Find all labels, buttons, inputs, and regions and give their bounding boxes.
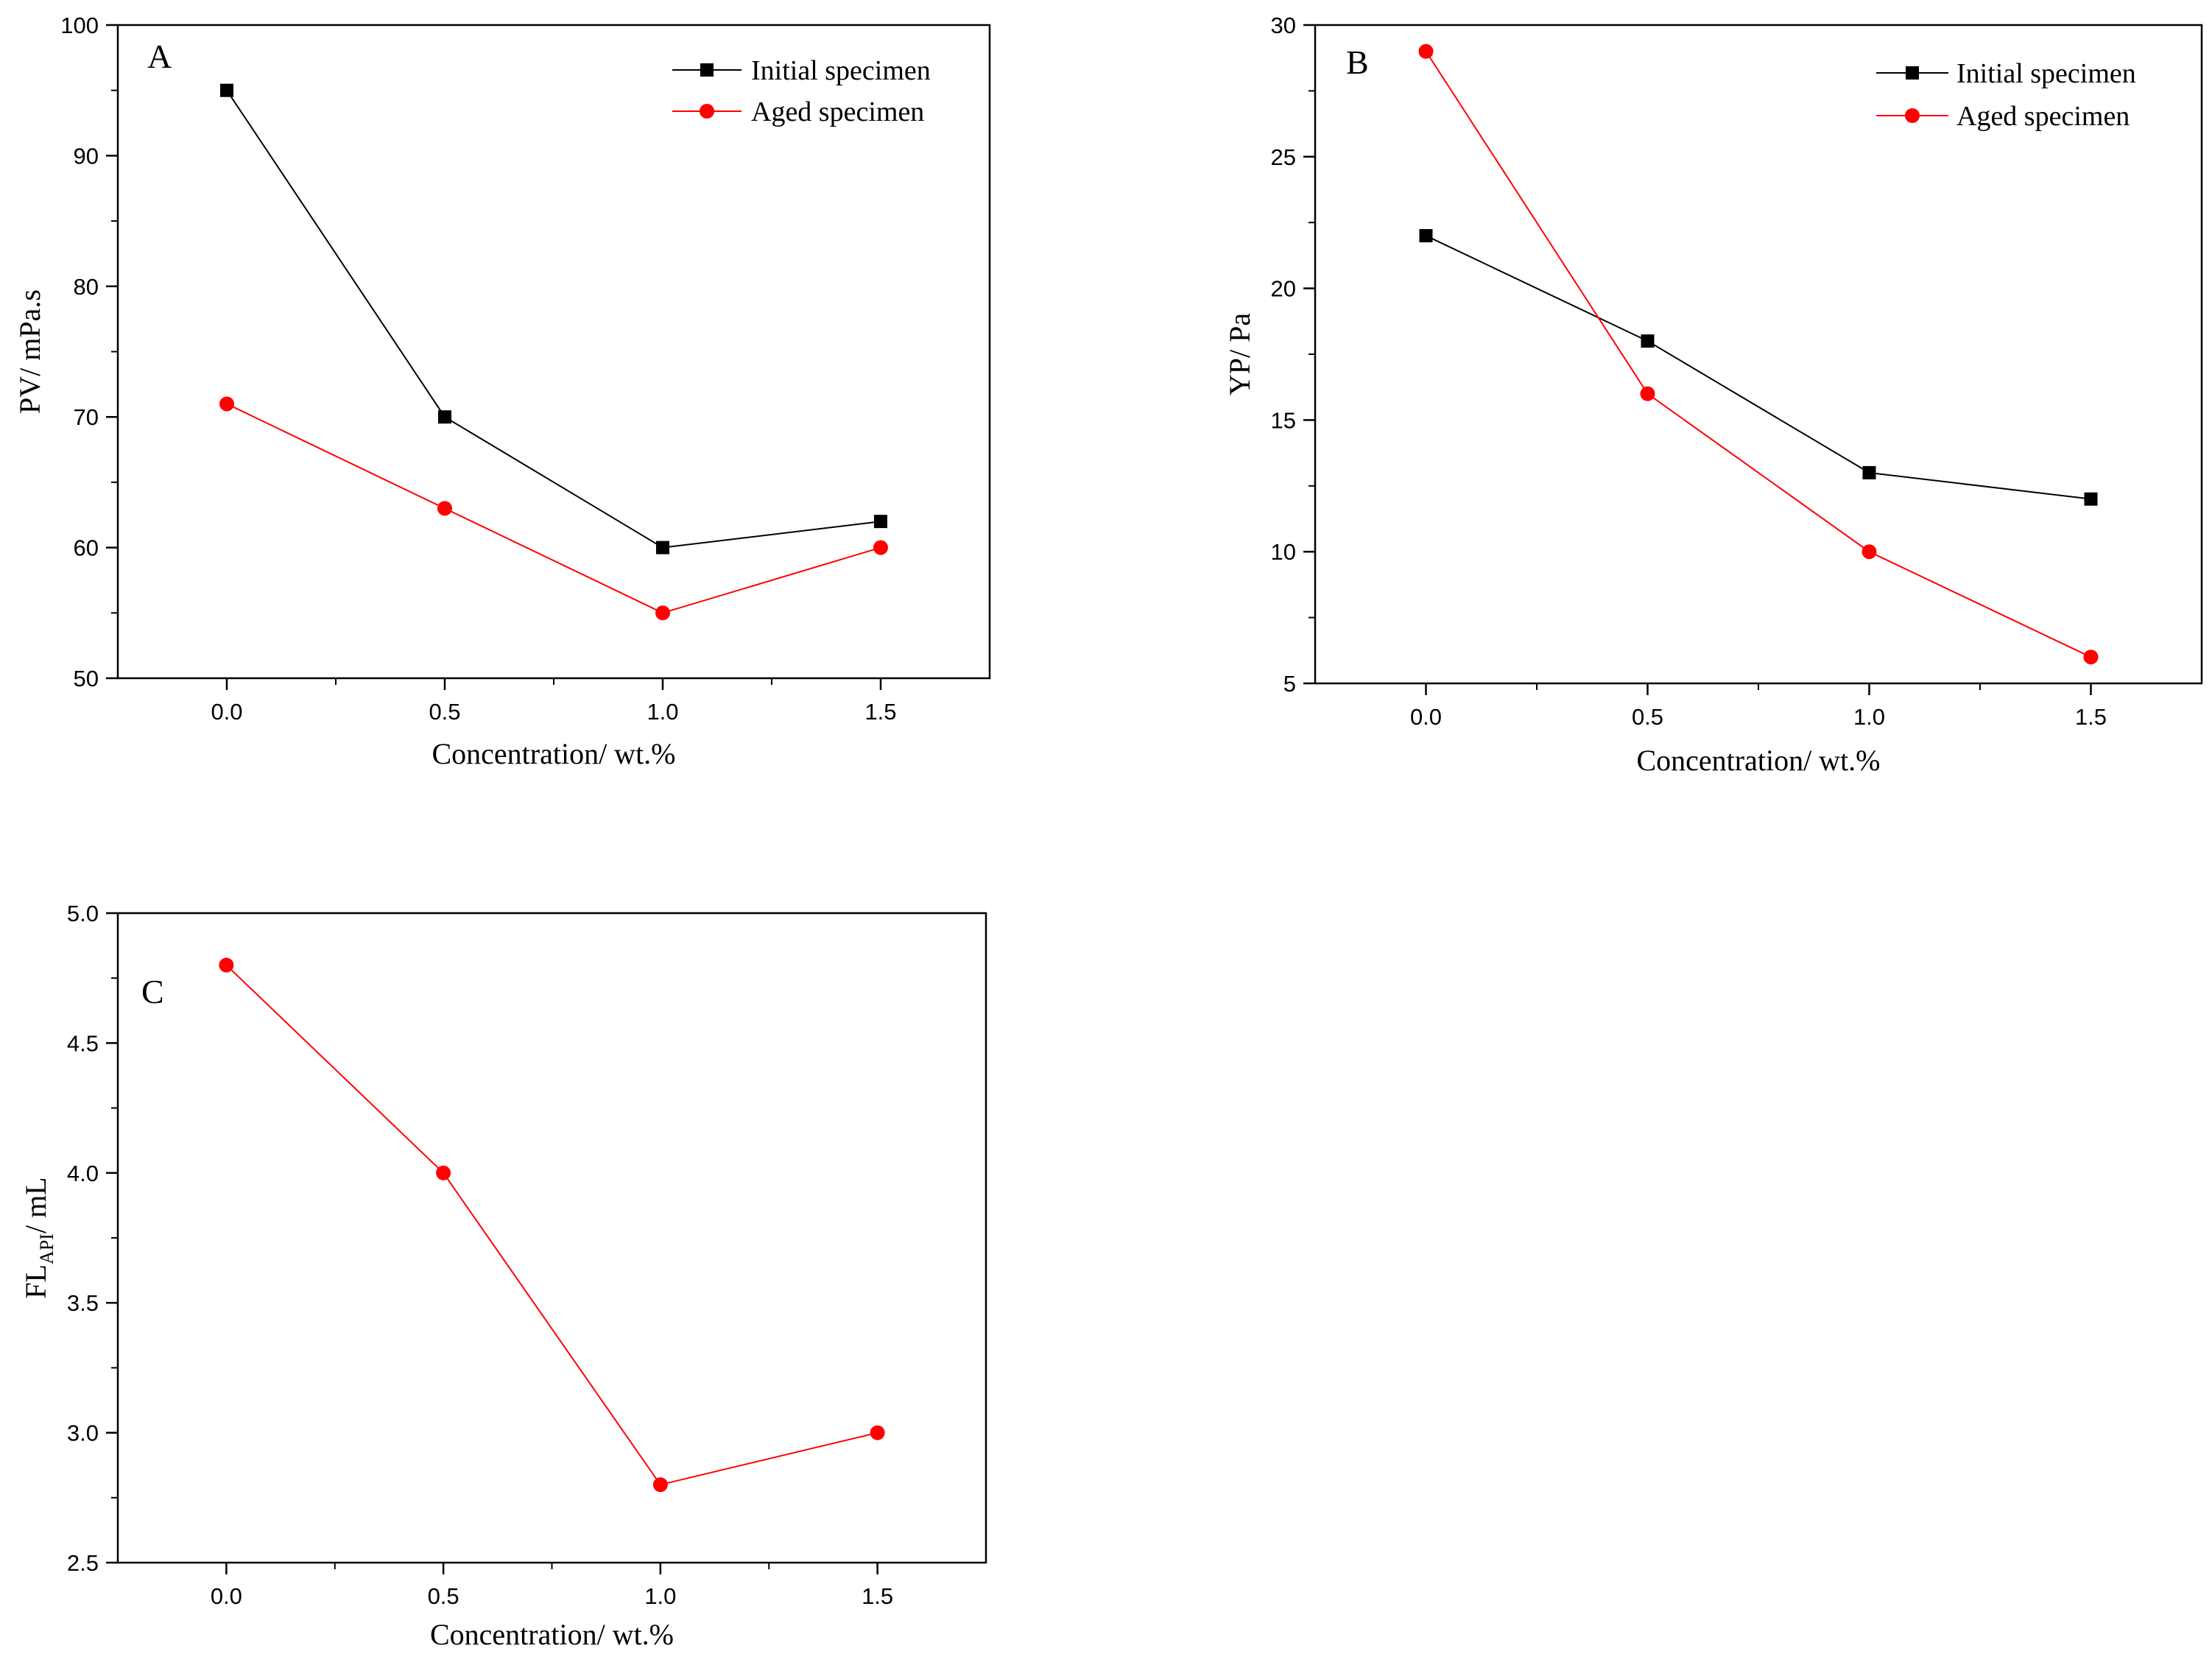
data-point-circle — [652, 1477, 668, 1493]
x-tick-label: 1.5 — [862, 1583, 893, 1609]
legend-label: Initial specimen — [1956, 58, 2136, 89]
y-tick-label: 50 — [74, 666, 99, 691]
legend-label: Initial specimen — [751, 55, 931, 86]
x-axis-title-c: Concentration/ wt.% — [430, 1618, 674, 1651]
plot-frame-c — [116, 912, 987, 1564]
series-a-1 — [220, 83, 887, 555]
x-tick-label: 0.5 — [429, 699, 460, 725]
x-tick-label: 0.0 — [211, 699, 242, 725]
series-line — [226, 90, 881, 549]
y-axis-title-suffix: / mL — [19, 1177, 52, 1233]
y-tick-label: 90 — [74, 143, 99, 169]
y-tick-label: 15 — [1271, 407, 1296, 433]
data-point-circle — [1640, 386, 1655, 401]
y-axis-title-a: PV/ mPa.s — [13, 289, 46, 414]
y-axis-title-main: FL — [19, 1264, 52, 1299]
x-axis-title-b: Concentration/ wt.% — [1636, 744, 1880, 777]
y-tick-label: 25 — [1271, 144, 1296, 170]
data-point-circle — [437, 501, 452, 516]
data-point-circle — [1418, 43, 1434, 59]
panel-letter-b: B — [1346, 43, 1369, 81]
data-point-circle — [2083, 650, 2099, 665]
x-tick-label: 0.0 — [1410, 704, 1442, 730]
y-tick-label: 30 — [1271, 13, 1296, 38]
y-tick-label: 80 — [74, 274, 99, 300]
x-tick-label: 1.5 — [2075, 704, 2107, 730]
y-tick-label: 2.5 — [67, 1550, 99, 1576]
x-tick-label: 0.5 — [1632, 704, 1663, 730]
legend-marker-square — [700, 63, 714, 77]
x-tick-label: 1.5 — [864, 699, 896, 725]
data-point-circle — [219, 396, 234, 412]
panel-c: 2.5 3.0 3.5 4.0 4.5 5.0 0.0 0.5 1.0 1.5 Concentrat… — [19, 901, 987, 1651]
y-tick-label: 60 — [74, 535, 99, 561]
series-b-2 — [1418, 43, 2099, 665]
data-point-square — [438, 410, 451, 424]
panel-letter-a: A — [147, 38, 172, 75]
data-point-square — [656, 541, 669, 555]
y-axis-title-b: YP/ Pa — [1223, 313, 1256, 395]
data-point-circle — [655, 605, 670, 621]
data-point-square — [220, 83, 233, 97]
legend-a: Initial specimen Aged specimen — [672, 55, 931, 127]
x-tick-label: 0.5 — [428, 1583, 459, 1609]
x-tick-label: 1.0 — [647, 699, 678, 725]
series-c-1 — [219, 957, 885, 1493]
y-axis-title-c: FLAPI/ mL — [19, 1177, 57, 1298]
y-axis-title-subscript: API — [36, 1233, 57, 1264]
data-point-square — [1862, 465, 1876, 479]
data-point-square — [1419, 229, 1433, 243]
y-tick-label: 10 — [1271, 539, 1296, 565]
x-tick-label: 1.0 — [644, 1583, 676, 1609]
y-tick-label: 4.0 — [67, 1161, 99, 1186]
legend-label: Aged specimen — [751, 96, 924, 127]
y-tick-label: 3.0 — [67, 1421, 99, 1446]
data-point-circle — [219, 957, 234, 973]
data-point-circle — [1861, 544, 1877, 560]
x-tick-label: 1.0 — [1853, 704, 1885, 730]
legend-label: Aged specimen — [1956, 101, 2130, 132]
data-point-circle — [873, 540, 888, 555]
y-tick-label: 5 — [1283, 671, 1296, 697]
series-line — [1425, 51, 2091, 658]
panel-b: 5 10 15 20 25 30 0.0 0.5 1.0 1.5 Concentration/ wt… — [1223, 13, 2203, 777]
data-point-square — [2084, 492, 2098, 506]
series-b-1 — [1419, 229, 2098, 506]
data-point-square — [1641, 334, 1655, 348]
y-tick-label: 3.5 — [67, 1290, 99, 1316]
y-tick-label: 100 — [60, 13, 99, 38]
panel-a: 50 60 70 80 90 100 0.0 0.5 1.0 1.5 Concentration/ … — [13, 13, 991, 770]
y-tick-label: 20 — [1271, 276, 1296, 302]
legend-b: Initial specimen Aged specimen — [1876, 58, 2136, 132]
x-tick-label: 0.0 — [211, 1583, 242, 1609]
series-line — [225, 964, 878, 1486]
legend-marker-square — [1906, 66, 1919, 80]
y-tick-label: 4.5 — [67, 1030, 99, 1056]
x-axis-title-a: Concentration/ wt.% — [432, 737, 675, 770]
data-point-square — [874, 515, 887, 529]
y-tick-label: 5.0 — [67, 901, 99, 926]
legend-marker-circle — [1905, 108, 1920, 123]
y-tick-label: 70 — [74, 404, 99, 430]
legend-marker-circle — [700, 104, 714, 119]
panel-letter-c: C — [141, 973, 164, 1010]
series-line — [226, 403, 881, 614]
data-point-circle — [436, 1165, 451, 1180]
data-point-circle — [870, 1425, 885, 1440]
series-line — [1426, 235, 2091, 500]
series-a-2 — [219, 396, 888, 621]
